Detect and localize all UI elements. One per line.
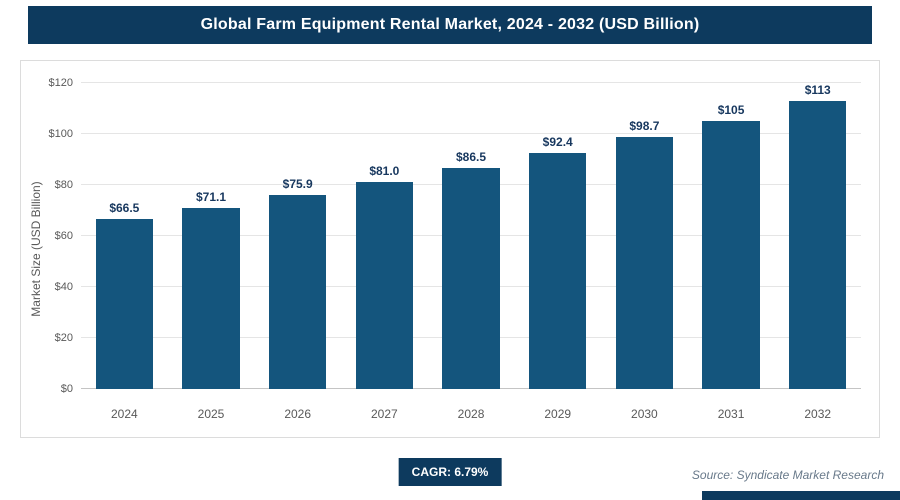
bar-cell: $66.5 xyxy=(81,83,168,389)
bar-value-label: $71.1 xyxy=(195,189,227,204)
bar-cell: $98.7 xyxy=(601,83,688,389)
bar-cell: $86.5 xyxy=(428,83,515,389)
x-tick-label: 2024 xyxy=(110,407,138,421)
y-tick-label: $60 xyxy=(54,230,73,242)
bar xyxy=(95,219,153,389)
footer-accent-bar xyxy=(702,491,900,500)
bar-cell: $81.0 xyxy=(341,83,428,389)
cagr-badge: CAGR: 6.79% xyxy=(398,458,502,486)
gridline xyxy=(81,133,861,134)
x-tick-label: 2029 xyxy=(544,407,572,421)
bar-value-label: $75.9 xyxy=(282,177,313,192)
bar xyxy=(529,153,587,389)
bar-cell: $105 xyxy=(688,83,775,389)
y-tick-label: $120 xyxy=(48,77,73,89)
bar xyxy=(442,168,500,389)
bar xyxy=(355,182,413,389)
chart-header: Global Farm Equipment Rental Market, 202… xyxy=(28,6,872,44)
plot-area: $66.5 $71.1 $75.9 $81.0 $86.5 $92.4 $98.7 $105 $… xyxy=(81,82,861,389)
x-tick-label: 2032 xyxy=(804,407,832,421)
bar xyxy=(182,207,240,389)
bar-value-label: $98.7 xyxy=(629,119,660,134)
y-tick-label: $100 xyxy=(48,128,73,140)
bar-value-label: $92.4 xyxy=(542,135,573,150)
chart-area: Market Size (USD Billion) $0 $20 $40 $60 $80… xyxy=(20,60,880,438)
y-tick-label: $0 xyxy=(60,383,73,395)
chart-title: Global Farm Equipment Rental Market, 202… xyxy=(200,16,700,33)
bar-value-label: $86.5 xyxy=(456,150,487,165)
y-axis-ticks: $0 $20 $40 $60 $80 $100 $120 xyxy=(37,77,75,395)
y-tick-label: $40 xyxy=(54,281,73,293)
y-tick-label: $20 xyxy=(54,332,73,344)
bar-cell: $71.1 xyxy=(168,83,255,389)
x-axis-labels: 2024 2025 2026 2027 2028 2029 2030 2031 2032 xyxy=(81,403,861,423)
x-tick-label: 2025 xyxy=(197,407,225,421)
x-tick-label: 2030 xyxy=(631,407,658,421)
bars-container: $66.5 $71.1 $75.9 $81.0 $86.5 $92.4 $98.7 $105 $… xyxy=(81,83,861,389)
source-text: Source: Syndicate Market Research xyxy=(691,468,884,482)
bar-value-label: $66.5 xyxy=(109,201,140,216)
x-tick-label: 2026 xyxy=(284,407,312,421)
bar xyxy=(789,101,847,389)
gridline xyxy=(81,82,861,83)
bar-cell: $92.4 xyxy=(514,83,601,389)
bar-value-label: $113 xyxy=(804,83,831,97)
x-tick-label: 2027 xyxy=(371,407,398,421)
bar-cell: $75.9 xyxy=(254,83,341,389)
bar xyxy=(702,121,760,389)
bar xyxy=(269,195,327,389)
bar-cell: $113 xyxy=(774,83,861,389)
x-tick-label: 2028 xyxy=(457,407,485,421)
bar xyxy=(615,137,673,389)
y-tick-label: $80 xyxy=(54,179,73,191)
bar-value-label: $105 xyxy=(717,103,745,118)
bar-value-label: $81.0 xyxy=(369,164,400,179)
x-tick-label: 2031 xyxy=(717,407,745,421)
